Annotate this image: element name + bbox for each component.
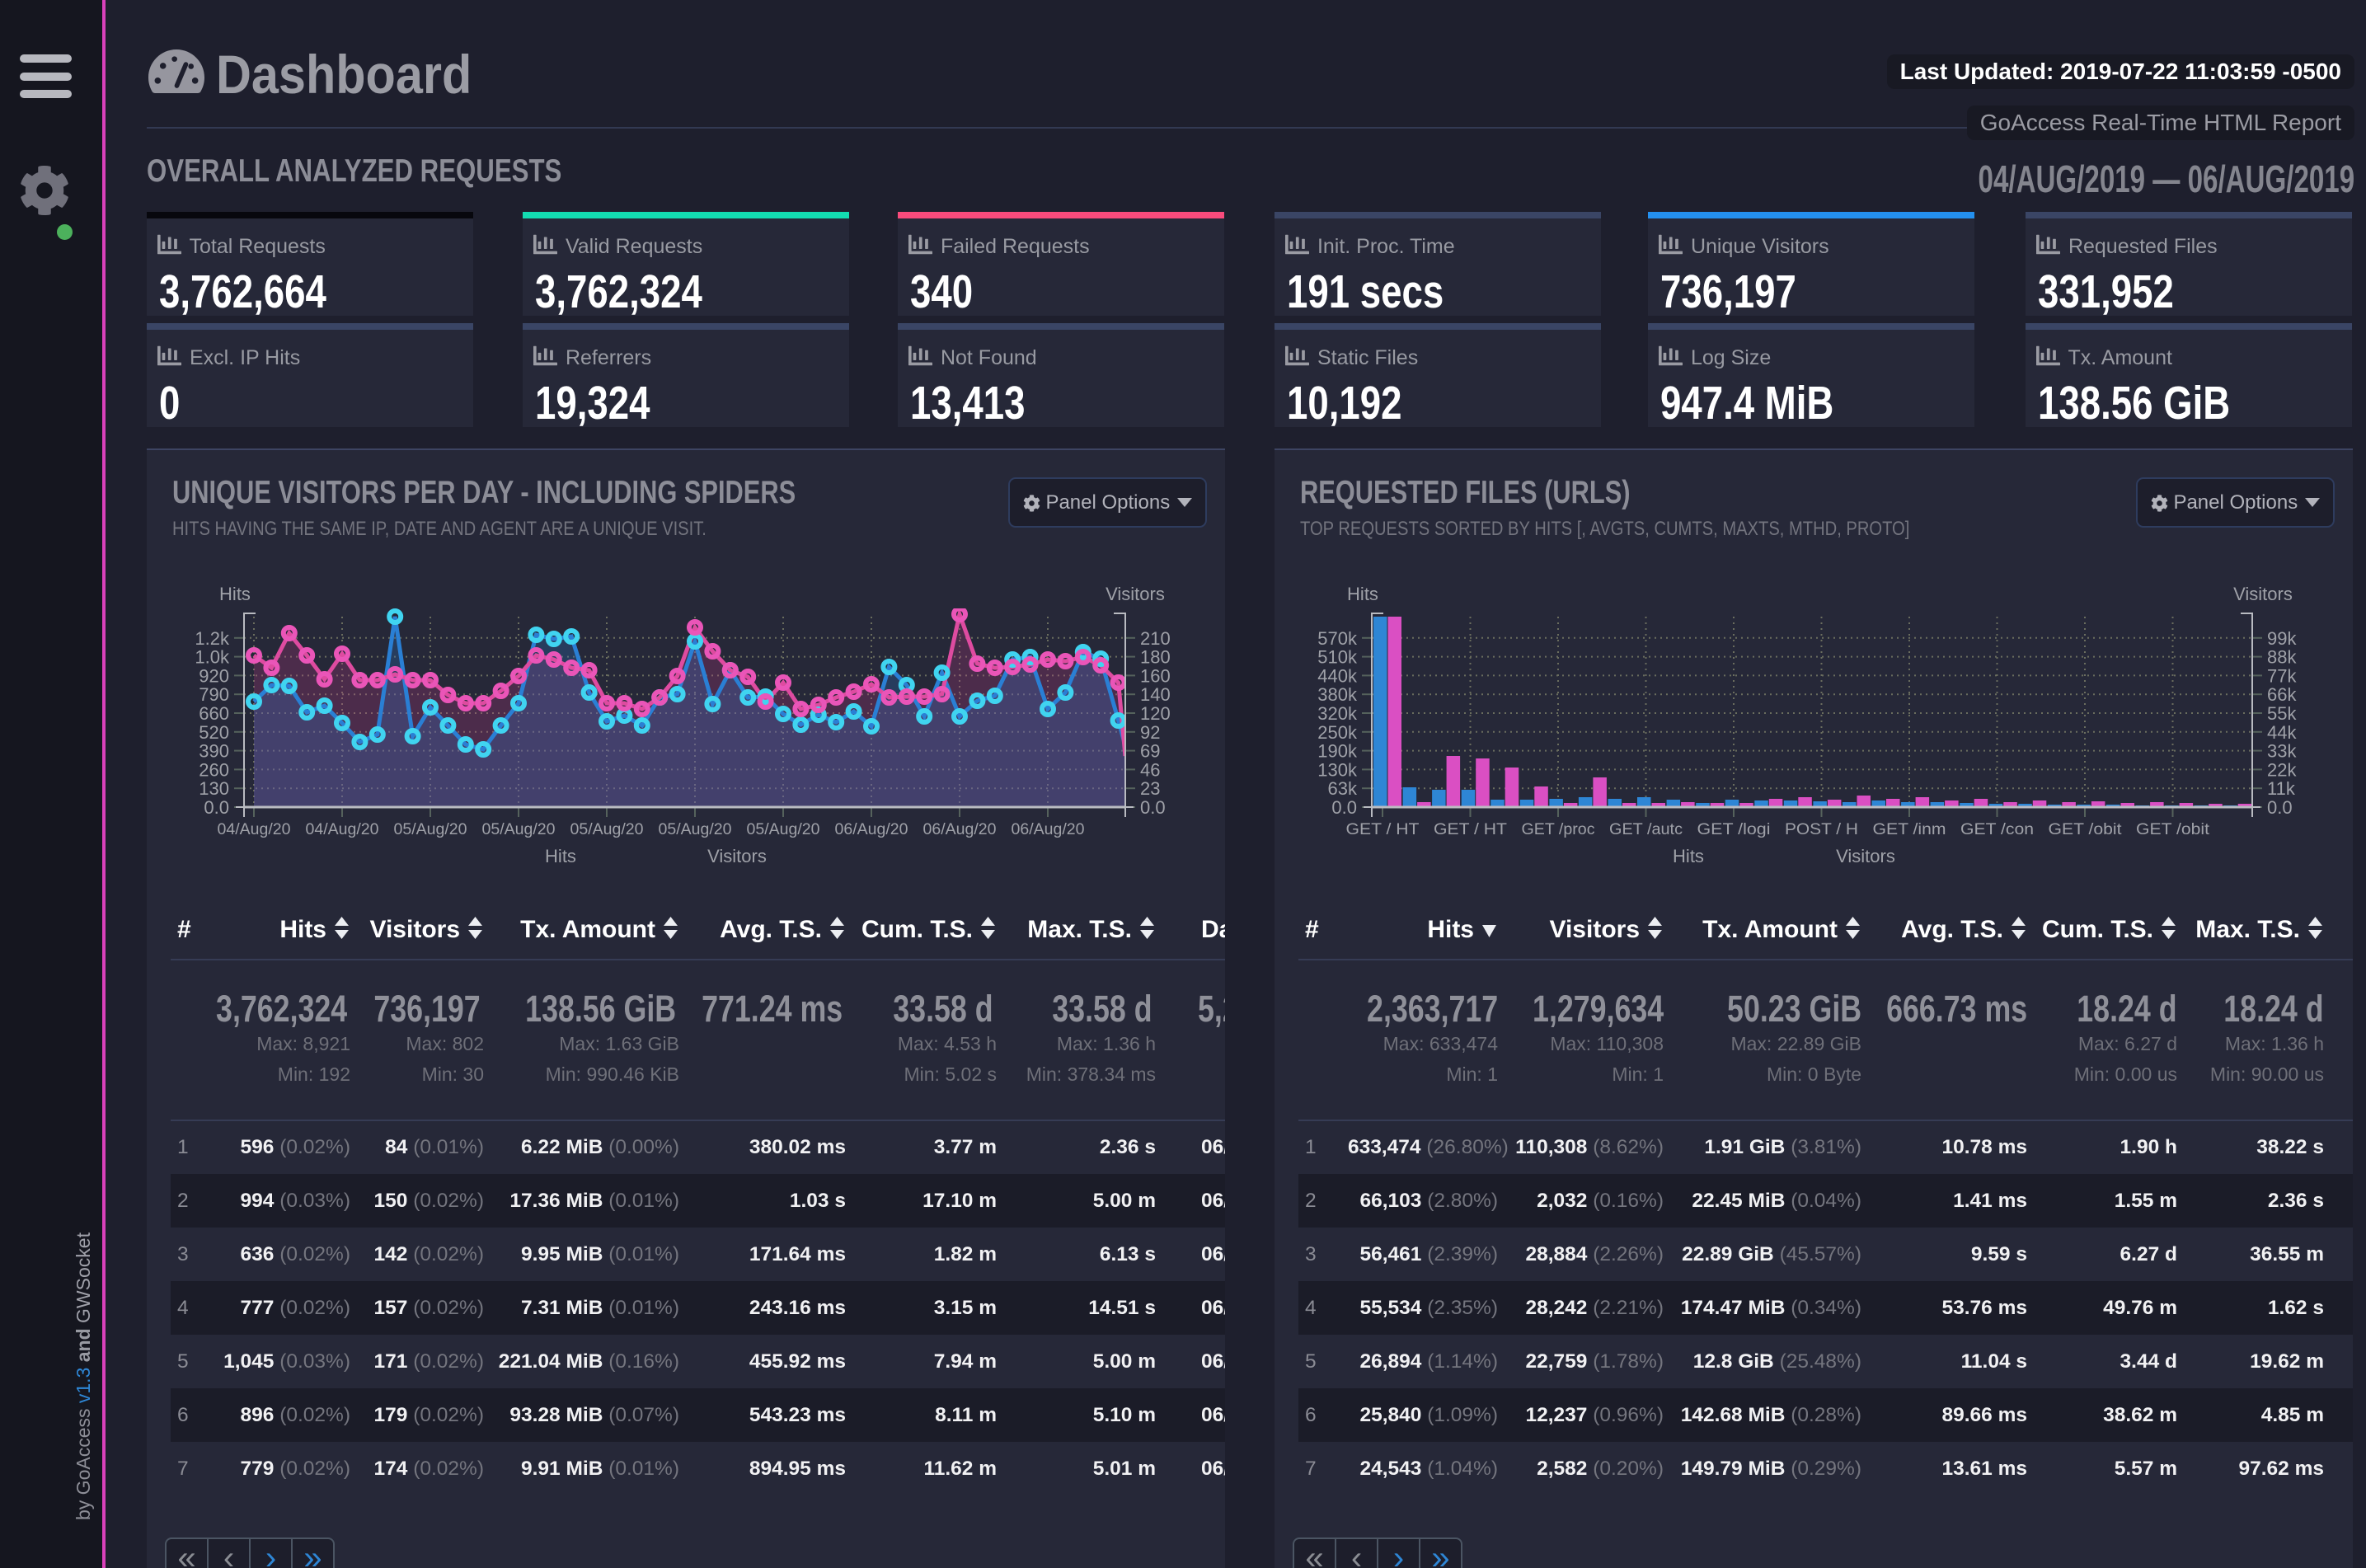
svg-text:GET /inm: GET /inm <box>1873 821 1946 838</box>
svg-text:11k: 11k <box>2267 778 2296 799</box>
svg-text:99k: 99k <box>2267 628 2297 649</box>
svg-text:69: 69 <box>1140 741 1160 762</box>
svg-text:GET /logi: GET /logi <box>1697 821 1771 838</box>
svg-text:05/Aug/20: 05/Aug/20 <box>482 821 556 838</box>
svg-text:05/Aug/20: 05/Aug/20 <box>570 821 644 838</box>
svg-text:660: 660 <box>199 703 229 724</box>
svg-text:46: 46 <box>1140 759 1160 780</box>
svg-text:GET /con: GET /con <box>1960 821 2034 838</box>
svg-text:33k: 33k <box>2267 741 2297 762</box>
svg-text:0.0: 0.0 <box>204 797 229 818</box>
svg-text:88k: 88k <box>2267 647 2297 668</box>
svg-text:GET /autc: GET /autc <box>1609 821 1683 838</box>
svg-text:250k: 250k <box>1317 722 1358 743</box>
svg-text:190k: 190k <box>1317 741 1358 762</box>
svg-text:520: 520 <box>199 722 229 743</box>
svg-text:GET / HT: GET / HT <box>1346 821 1420 838</box>
svg-text:55k: 55k <box>2267 703 2297 724</box>
svg-text:180: 180 <box>1140 647 1171 668</box>
svg-text:0.0: 0.0 <box>1140 797 1166 818</box>
svg-text:160: 160 <box>1140 665 1171 686</box>
svg-text:05/Aug/20: 05/Aug/20 <box>747 821 820 838</box>
svg-text:Hits: Hits <box>545 846 576 866</box>
svg-text:320k: 320k <box>1317 703 1358 724</box>
svg-text:POST / H: POST / H <box>1785 821 1858 838</box>
svg-text:210: 210 <box>1140 628 1171 649</box>
svg-text:05/Aug/20: 05/Aug/20 <box>659 821 732 838</box>
svg-text:63k: 63k <box>1328 778 1358 799</box>
svg-text:GET /proc: GET /proc <box>1522 821 1595 838</box>
svg-text:1.2k: 1.2k <box>195 628 230 649</box>
svg-text:130: 130 <box>199 778 229 799</box>
svg-text:440k: 440k <box>1317 665 1358 686</box>
svg-text:140: 140 <box>1140 684 1171 705</box>
svg-text:Visitors: Visitors <box>1106 584 1165 604</box>
svg-text:790: 790 <box>199 684 229 705</box>
svg-text:120: 120 <box>1140 703 1171 724</box>
svg-text:77k: 77k <box>2267 665 2297 686</box>
svg-text:0.0: 0.0 <box>2267 797 2293 818</box>
svg-text:22k: 22k <box>2267 759 2297 780</box>
svg-text:04/Aug/20: 04/Aug/20 <box>306 821 379 838</box>
svg-text:04/Aug/20: 04/Aug/20 <box>218 821 291 838</box>
svg-text:GET /obit: GET /obit <box>2136 821 2210 838</box>
svg-text:06/Aug/20: 06/Aug/20 <box>835 821 908 838</box>
svg-text:570k: 570k <box>1317 628 1358 649</box>
svg-text:66k: 66k <box>2267 684 2297 705</box>
svg-text:GET /obit: GET /obit <box>2049 821 2123 838</box>
svg-text:Visitors: Visitors <box>2233 584 2293 604</box>
svg-text:44k: 44k <box>2267 722 2297 743</box>
svg-text:Hits: Hits <box>1347 584 1378 604</box>
svg-text:23: 23 <box>1140 778 1160 799</box>
svg-text:Hits: Hits <box>1673 846 1704 866</box>
svg-text:GET / HT: GET / HT <box>1434 821 1507 838</box>
svg-text:260: 260 <box>199 759 229 780</box>
svg-text:510k: 510k <box>1317 647 1358 668</box>
svg-text:Visitors: Visitors <box>707 846 767 866</box>
svg-text:0.0: 0.0 <box>1331 797 1357 818</box>
svg-text:380k: 380k <box>1317 684 1358 705</box>
svg-text:05/Aug/20: 05/Aug/20 <box>394 821 467 838</box>
svg-text:06/Aug/20: 06/Aug/20 <box>923 821 997 838</box>
svg-text:130k: 130k <box>1317 759 1358 780</box>
svg-text:92: 92 <box>1140 722 1160 743</box>
svg-text:06/Aug/20: 06/Aug/20 <box>1012 821 1085 838</box>
svg-text:Hits: Hits <box>219 584 251 604</box>
svg-text:Visitors: Visitors <box>1836 846 1895 866</box>
svg-text:390: 390 <box>199 741 229 762</box>
svg-text:920: 920 <box>199 665 229 686</box>
svg-text:1.0k: 1.0k <box>195 647 230 668</box>
